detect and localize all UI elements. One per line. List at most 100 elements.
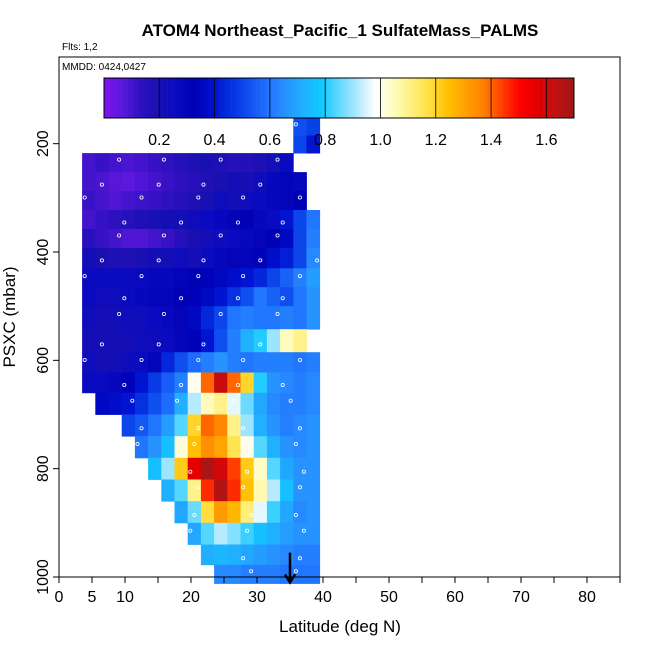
sample-point bbox=[117, 233, 122, 238]
heatmap-cell bbox=[266, 287, 281, 307]
colorbar-swatch bbox=[314, 78, 318, 118]
colorbar-swatch bbox=[198, 78, 202, 118]
colorbar-swatch bbox=[297, 78, 301, 118]
heatmap-cell bbox=[200, 268, 215, 288]
heatmap-cell bbox=[266, 191, 281, 211]
heatmap-cell bbox=[280, 544, 294, 566]
sample-point bbox=[201, 342, 206, 347]
heatmap-cell bbox=[200, 501, 215, 524]
heatmap-cell bbox=[148, 436, 162, 459]
heatmap-cell bbox=[174, 352, 189, 373]
heatmap-cell bbox=[121, 153, 136, 173]
heatmap-cell bbox=[280, 287, 294, 307]
sample-point bbox=[293, 441, 298, 446]
heatmap-cell bbox=[174, 172, 189, 192]
colorbar-swatch bbox=[319, 78, 323, 118]
heatmap-cell bbox=[95, 372, 109, 394]
heatmap-cell bbox=[227, 414, 241, 437]
y-tick-label: 200 bbox=[35, 130, 52, 157]
heatmap-cell bbox=[95, 268, 109, 288]
heatmap-cell bbox=[200, 414, 215, 437]
colorbar-swatch bbox=[214, 78, 218, 118]
sample-point bbox=[275, 311, 280, 316]
colorbar-swatch bbox=[355, 78, 359, 118]
colorbar-swatch bbox=[460, 78, 464, 118]
colorbar-swatch bbox=[123, 78, 127, 118]
heatmap-cell bbox=[187, 247, 202, 269]
heatmap-cell bbox=[200, 287, 215, 307]
colorbar-swatch bbox=[264, 78, 268, 118]
colorbar-swatch bbox=[499, 78, 503, 118]
heatmap-cell bbox=[174, 247, 189, 269]
heatmap-cell bbox=[95, 229, 109, 249]
sample-point bbox=[0, 144, 2, 149]
heatmap-cell bbox=[148, 153, 162, 173]
heatmap-cell bbox=[200, 522, 215, 545]
sample-point bbox=[293, 513, 298, 518]
sample-point bbox=[156, 342, 161, 347]
sample-point bbox=[315, 258, 320, 263]
sample-point bbox=[161, 311, 166, 316]
sample-point bbox=[275, 157, 280, 162]
sample-point bbox=[156, 258, 161, 263]
colorbar-swatch bbox=[120, 78, 124, 118]
heatmap-cell bbox=[82, 372, 96, 394]
heatmap-cell bbox=[187, 229, 202, 249]
heatmap-cell bbox=[200, 172, 215, 192]
heatmap-cell bbox=[240, 247, 255, 269]
heatmap-cell bbox=[266, 268, 281, 288]
heatmap-cell bbox=[293, 329, 307, 353]
heatmap-cell bbox=[187, 306, 202, 330]
heatmap-cell bbox=[200, 457, 215, 480]
colorbar-swatch bbox=[421, 78, 425, 118]
x-tick-label: 80 bbox=[578, 589, 596, 606]
colorbar-swatch bbox=[374, 78, 378, 118]
colorbar-swatch bbox=[493, 78, 497, 118]
colorbar-swatch bbox=[377, 78, 381, 118]
colorbar-swatch bbox=[515, 78, 519, 118]
heatmap-cell bbox=[266, 352, 281, 373]
heatmap-cell bbox=[95, 172, 109, 192]
sample-point bbox=[301, 469, 306, 474]
heatmap-cell bbox=[227, 522, 241, 545]
heatmap-cell bbox=[293, 522, 307, 545]
colorbar-swatch bbox=[115, 78, 119, 118]
heatmap-cell bbox=[253, 457, 268, 480]
heatmap-cell bbox=[95, 210, 109, 230]
x-tick-label: 70 bbox=[512, 589, 530, 606]
heatmap-cell bbox=[240, 306, 255, 330]
colorbar-swatch bbox=[504, 78, 508, 118]
heatmap-cell bbox=[148, 268, 162, 288]
heatmap-cell bbox=[227, 372, 241, 394]
heatmap-cell bbox=[121, 372, 136, 394]
colorbar-tick-label: 1.0 bbox=[369, 132, 391, 149]
heatmap-cell bbox=[227, 392, 241, 415]
heatmap-cell bbox=[148, 306, 162, 330]
sample-point bbox=[192, 513, 197, 518]
colorbar-swatch bbox=[433, 78, 437, 118]
colorbar-swatch bbox=[258, 78, 262, 118]
heatmap-cell bbox=[121, 352, 136, 373]
heatmap-cell bbox=[214, 210, 228, 230]
heatmap-cell bbox=[214, 392, 228, 415]
sample-point bbox=[297, 357, 302, 362]
heatmap-cell bbox=[280, 191, 294, 211]
sample-point bbox=[249, 513, 254, 518]
heatmap-cell bbox=[200, 306, 215, 330]
colorbar-swatch bbox=[336, 78, 340, 118]
heatmap-cell bbox=[121, 247, 136, 269]
heatmap-cell bbox=[293, 287, 307, 307]
colorbar-swatch bbox=[551, 78, 555, 118]
heatmap-cell bbox=[253, 247, 268, 269]
heatmap-cell bbox=[266, 392, 281, 415]
heatmap-cell bbox=[293, 135, 307, 154]
colorbar-swatch bbox=[386, 78, 390, 118]
colorbar-swatch bbox=[173, 78, 177, 118]
colorbar-swatch bbox=[231, 78, 235, 118]
heatmap-cell bbox=[187, 268, 202, 288]
heatmap-cell bbox=[161, 268, 175, 288]
heatmap-cell bbox=[134, 172, 149, 192]
colorbar-swatch bbox=[167, 78, 171, 118]
colorbar-swatch bbox=[562, 78, 566, 118]
colorbar-swatch bbox=[568, 78, 572, 118]
